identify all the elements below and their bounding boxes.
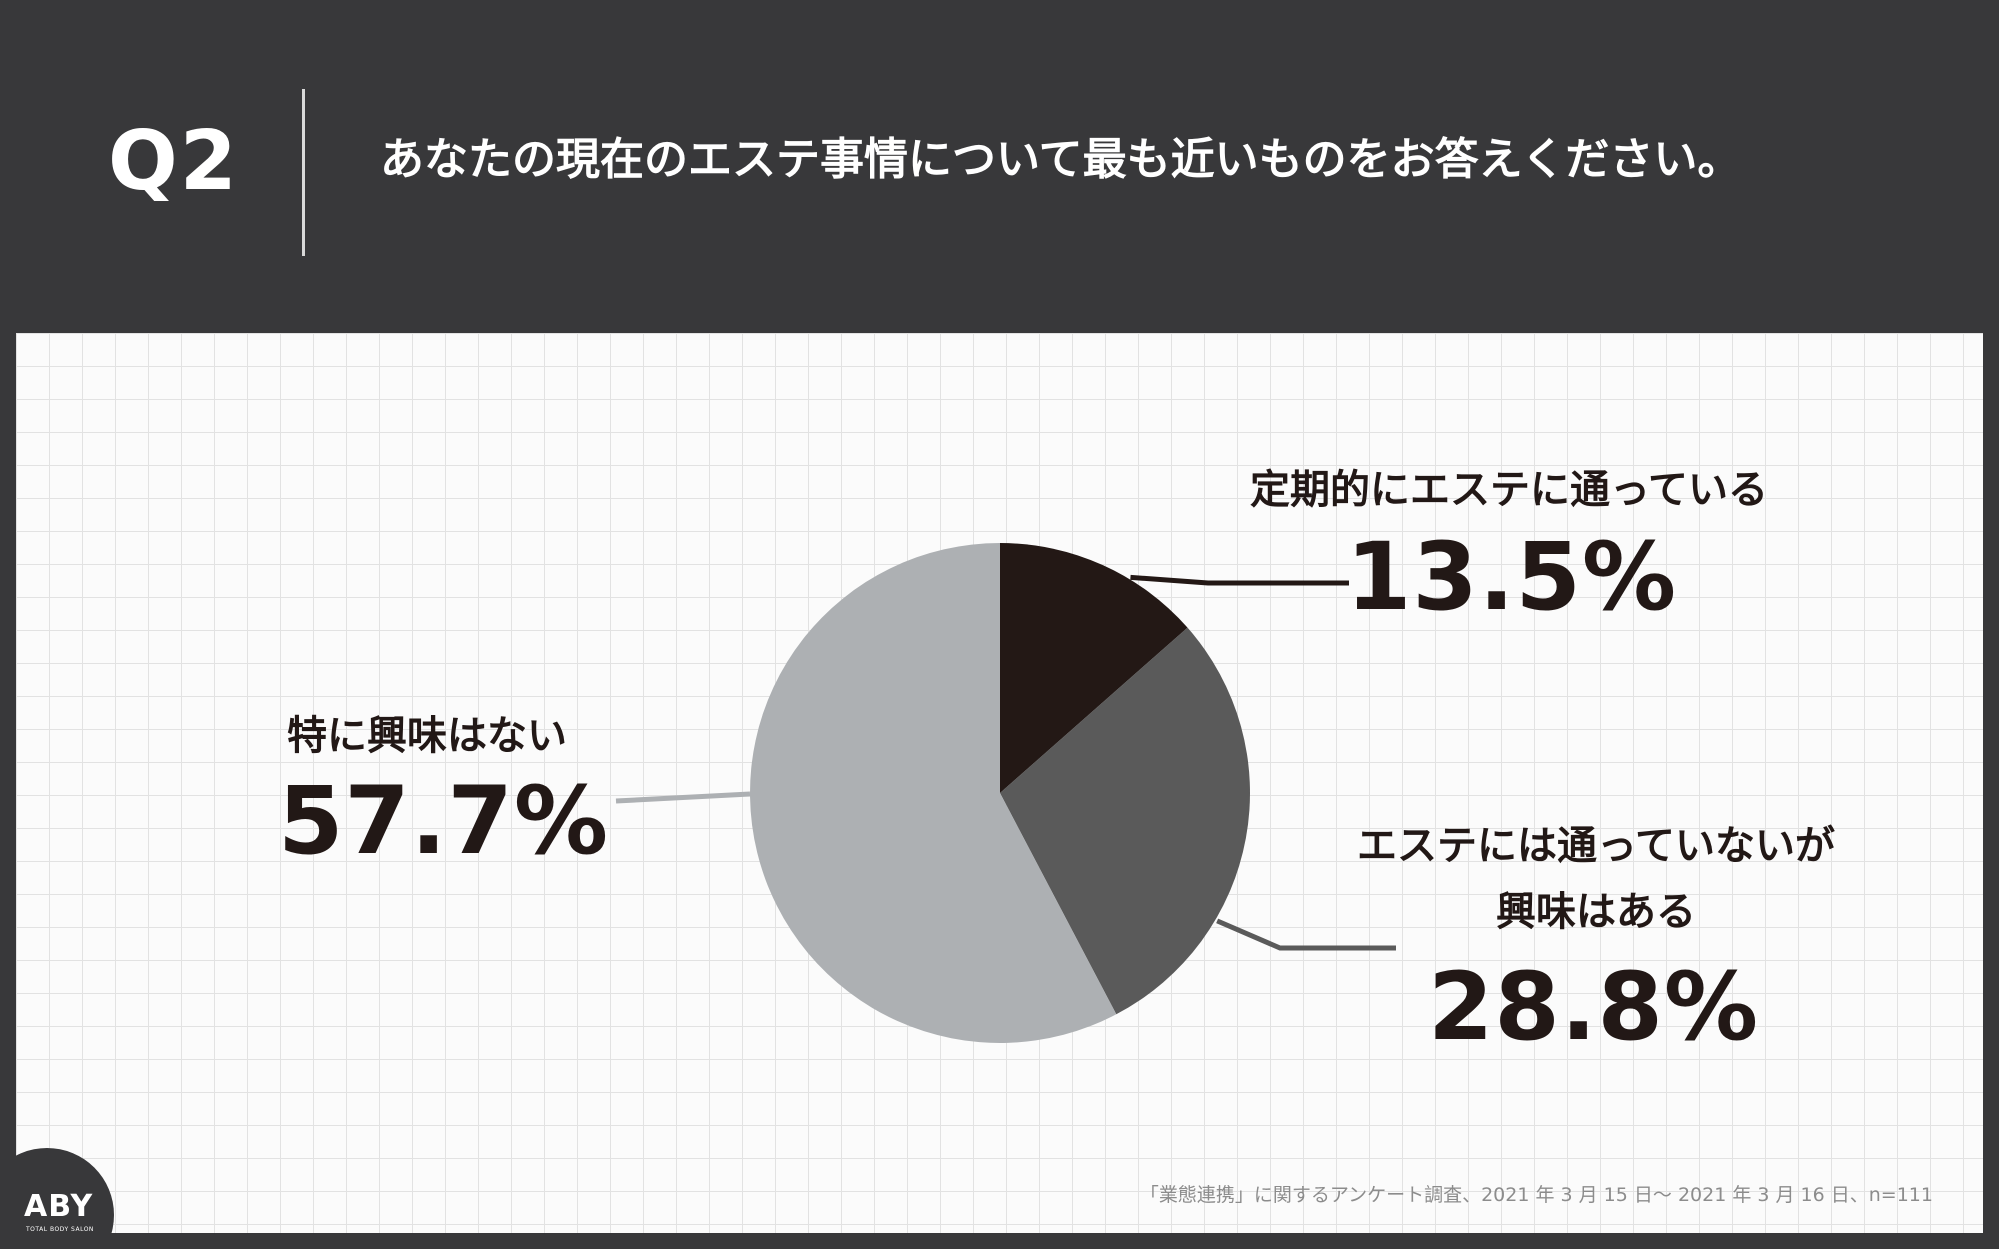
survey-source: 「業態連携」に関するアンケート調査、2021 年 3 月 15 日〜 2021 …: [1139, 1184, 1933, 1206]
question-number: Q2: [108, 114, 239, 209]
slice-value-regular: 13.5%: [1346, 523, 1678, 632]
slice-category-line: 定期的にエステに通っている: [1250, 467, 1768, 513]
slice-category-line: 特に興味はない: [287, 713, 567, 759]
header: Q2 あなたの現在のエステ事情について最も近いものをお答えください。: [0, 0, 1999, 333]
chart-panel: 定期的にエステに通っている 13.5% エステには通っていないが 興味はある 2…: [16, 333, 1983, 1233]
pie-slice-regular: [1000, 543, 1188, 793]
question-text: あなたの現在のエステ事情について最も近いものをお答えください。: [380, 134, 1742, 185]
logo-mark: ABY: [24, 1189, 94, 1224]
pie-slices: [750, 543, 1250, 1043]
slice-value-not-interested: 57.7%: [278, 767, 610, 876]
slice-category-line: エステには通っていないが: [1357, 823, 1835, 869]
slice-label-interested: エステには通っていないが 興味はある: [1296, 813, 1896, 945]
slice-value-interested: 28.8%: [1428, 953, 1760, 1062]
slice-label-regular: 定期的にエステに通っている: [1209, 457, 1809, 523]
leader-lines: [615, 574, 1396, 951]
leader-line-interested: [1216, 918, 1396, 951]
pie-slice-interested: [1000, 627, 1250, 1015]
pie-chart: [615, 543, 1396, 1043]
slice-category-line: 興味はある: [1496, 889, 1696, 935]
pie-slice-not-interested: [750, 543, 1117, 1043]
slice-label-not-interested: 特に興味はない: [232, 703, 622, 769]
header-divider: [302, 89, 305, 256]
leader-line-not-interested: [615, 791, 751, 804]
logo-subtitle: TOTAL BODY SALON: [26, 1226, 94, 1233]
leader-line-regular: [1130, 574, 1349, 586]
